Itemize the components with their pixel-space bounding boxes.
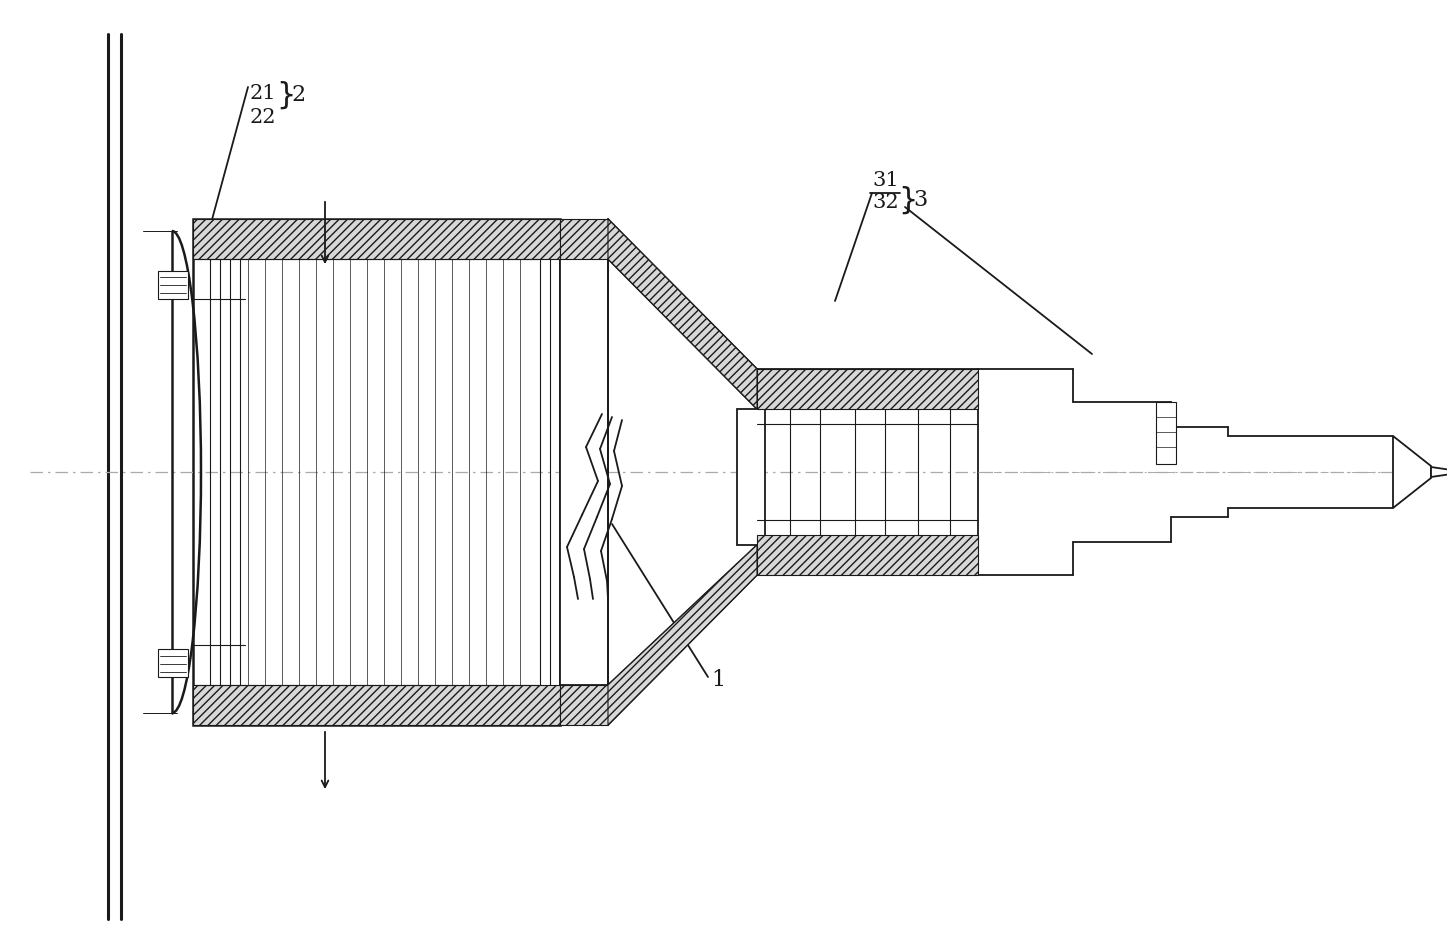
- Bar: [560, 260, 608, 685]
- Polygon shape: [757, 370, 978, 410]
- Polygon shape: [560, 220, 608, 260]
- Bar: [1156, 402, 1176, 464]
- Text: 21: 21: [250, 84, 276, 103]
- Bar: [192, 220, 560, 725]
- Bar: [757, 370, 978, 576]
- Polygon shape: [1393, 436, 1431, 509]
- Polygon shape: [560, 685, 608, 725]
- Text: 31: 31: [873, 171, 899, 190]
- Text: }: }: [276, 80, 295, 110]
- Text: 3: 3: [913, 189, 928, 211]
- Polygon shape: [608, 220, 757, 410]
- Text: 32: 32: [873, 193, 899, 211]
- Bar: [737, 410, 765, 546]
- Polygon shape: [757, 535, 978, 576]
- Polygon shape: [608, 546, 757, 725]
- Text: 2: 2: [291, 84, 305, 106]
- Text: 1: 1: [710, 668, 725, 690]
- Polygon shape: [1431, 467, 1447, 478]
- Text: 22: 22: [250, 108, 276, 126]
- Polygon shape: [192, 220, 560, 260]
- Bar: [158, 272, 188, 299]
- Text: }: }: [899, 185, 917, 214]
- Polygon shape: [192, 685, 560, 725]
- Bar: [158, 649, 188, 677]
